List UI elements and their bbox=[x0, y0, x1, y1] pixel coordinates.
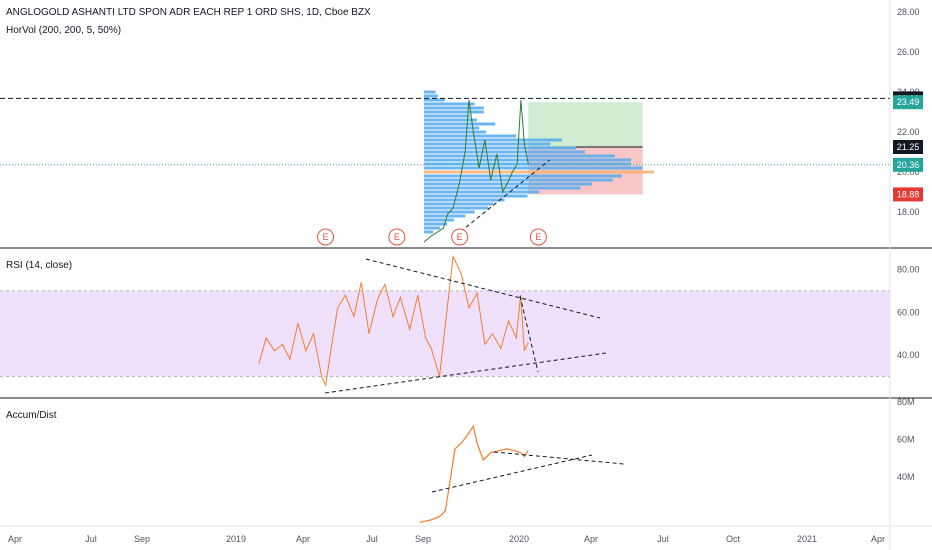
volume-profile-bar bbox=[424, 114, 471, 118]
horvol-legend: HorVol (200, 200, 5, 50%) bbox=[6, 25, 121, 36]
price-level-tag-label: 23.49 bbox=[897, 97, 920, 107]
volume-profile-bar bbox=[424, 170, 655, 174]
volume-profile-bar bbox=[424, 166, 643, 170]
accum-dist-line bbox=[419, 424, 529, 523]
volume-profile-bar bbox=[424, 162, 632, 166]
time-tick-label: 2021 bbox=[797, 534, 817, 544]
accum-dist-tick-label: 40M bbox=[897, 472, 915, 482]
earnings-marker-label: E bbox=[394, 232, 400, 242]
volume-profile-bar bbox=[424, 146, 576, 150]
volume-profile-bar bbox=[424, 126, 480, 130]
volume-profile-bar bbox=[424, 106, 484, 110]
volume-profile-bar bbox=[424, 194, 528, 198]
volume-profile-bar bbox=[424, 182, 592, 186]
volume-profile-bar bbox=[424, 110, 484, 114]
volume-profile-bar bbox=[424, 134, 517, 138]
earnings-marker-label: E bbox=[457, 232, 463, 242]
volume-profile-bar bbox=[424, 138, 563, 142]
accum-dist-legend: Accum/Dist bbox=[6, 410, 57, 421]
rsi-upper-trendline[interactable] bbox=[365, 258, 601, 319]
rsi-tick-label: 80.00 bbox=[897, 264, 920, 274]
accum-dist-axis: 80M 60M 40M bbox=[897, 397, 915, 482]
time-tick-label: Sep bbox=[134, 534, 150, 544]
price-level-tag-label: 18.88 bbox=[897, 189, 920, 199]
volume-profile-bar bbox=[424, 150, 586, 154]
price-tick-label: 28.00 bbox=[897, 7, 920, 17]
ad-lower-trendline[interactable] bbox=[431, 454, 593, 493]
time-tick-label: Apr bbox=[296, 534, 310, 544]
rsi-tick-label: 40.00 bbox=[897, 350, 920, 360]
time-tick-label: Jul bbox=[657, 534, 669, 544]
volume-profile-bar bbox=[424, 174, 622, 178]
volume-profile-bar bbox=[424, 214, 466, 218]
rsi-lower-trendline[interactable] bbox=[324, 352, 607, 394]
time-tick-label: Apr bbox=[8, 534, 22, 544]
volume-profile-bar bbox=[424, 190, 540, 194]
price-trendline[interactable] bbox=[454, 159, 550, 237]
volume-profile-bar bbox=[424, 206, 489, 210]
price-level-tag-label: 20.36 bbox=[897, 160, 920, 170]
volume-profile-bar bbox=[424, 118, 477, 122]
volume-profile-bar bbox=[424, 90, 436, 94]
ad-upper-trendline[interactable] bbox=[493, 451, 625, 465]
price-level-tag bbox=[893, 140, 923, 154]
price-tick-label: 18.00 bbox=[897, 207, 920, 217]
volume-profile-bar bbox=[424, 142, 551, 146]
volume-profile-bar bbox=[424, 178, 613, 182]
time-axis: Apr Jul Sep 2019 Apr Jul Sep 2020 Apr Jul Oct 2021 A… bbox=[8, 534, 885, 544]
volume-profile-bar bbox=[424, 230, 434, 234]
price-line bbox=[423, 99, 529, 243]
volume-profile-bar bbox=[424, 130, 487, 134]
volume-profile-bar bbox=[424, 202, 494, 206]
volume-profile-bar bbox=[424, 98, 445, 102]
volume-profile-bar bbox=[424, 154, 615, 158]
earnings-marker[interactable] bbox=[529, 228, 547, 246]
time-tick-label: Jul bbox=[85, 534, 97, 544]
price-tick-label: 26.00 bbox=[897, 47, 920, 57]
volume-profile-bar bbox=[424, 218, 454, 222]
time-tick-label: 2019 bbox=[226, 534, 246, 544]
time-tick-label: 2020 bbox=[509, 534, 529, 544]
earnings-marker[interactable] bbox=[317, 228, 335, 246]
accum-dist-tick-label: 80M bbox=[897, 397, 915, 407]
symbol-legend: ANGLOGOLD ASHANTI LTD SPON ADR EACH REP … bbox=[6, 7, 371, 18]
volume-profile-bar bbox=[424, 122, 496, 126]
earnings-marker[interactable] bbox=[451, 228, 469, 246]
volume-profile-bar bbox=[424, 102, 475, 106]
price-level-tag bbox=[893, 187, 923, 202]
earnings-marker[interactable] bbox=[388, 228, 406, 246]
earnings-marker-label: E bbox=[323, 232, 329, 242]
volume-profile-bar bbox=[424, 94, 438, 98]
time-tick-label: Oct bbox=[726, 534, 741, 544]
rsi-legend: RSI (14, close) bbox=[6, 260, 72, 271]
volume-profile-bar bbox=[424, 226, 441, 230]
price-level-tag-label: 21.25 bbox=[897, 142, 920, 152]
time-tick-label: Apr bbox=[871, 534, 885, 544]
time-tick-label: Sep bbox=[415, 534, 431, 544]
earnings-marker-label: E bbox=[535, 232, 541, 242]
rsi-line bbox=[258, 254, 529, 387]
rsi-axis: 80.00 60.00 40.00 bbox=[897, 264, 920, 360]
price-tick-label: 20.00 bbox=[897, 167, 920, 177]
rsi-short-trendline[interactable] bbox=[519, 295, 539, 373]
time-tick-label: Jul bbox=[366, 534, 378, 544]
volume-profile-bar bbox=[424, 198, 505, 202]
accum-dist-tick-label: 60M bbox=[897, 434, 915, 444]
price-level-tag bbox=[893, 157, 923, 172]
price-tick-label: 22.00 bbox=[897, 127, 920, 137]
price-level-tag bbox=[893, 95, 923, 110]
volume-profile-bar bbox=[424, 222, 448, 226]
time-tick-label: Apr bbox=[584, 534, 598, 544]
rsi-tick-label: 60.00 bbox=[897, 307, 920, 317]
rsi-band bbox=[0, 290, 890, 377]
